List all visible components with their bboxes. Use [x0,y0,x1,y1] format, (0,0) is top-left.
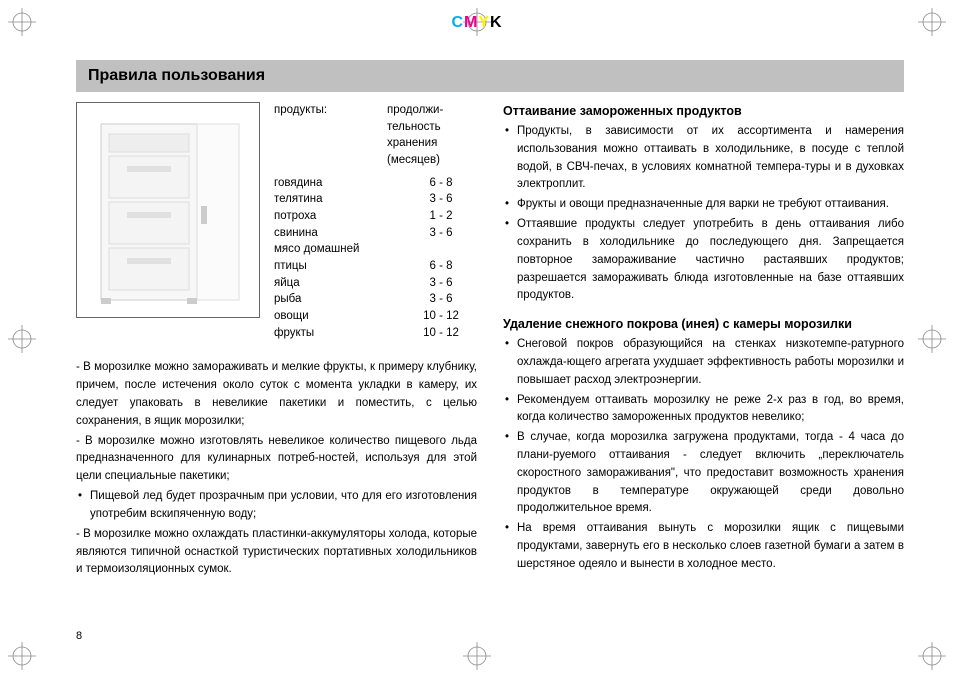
crop-mark-bc [463,642,491,670]
table-cell-months: 3 - 6 [405,291,477,308]
crop-mark-tl [8,8,36,36]
r2-b2: Рекомендуем оттаивать морозилку не реже … [503,392,904,428]
table-header-duration: продолжи- тельность хранения (месяцев) [387,102,477,169]
table-cell-months [405,241,477,258]
right-subhead-2: Удаление снежного покрова (инея) с камер… [503,317,904,331]
cmyk-y: Y [478,14,490,31]
table-row: птицы6 - 8 [274,258,477,275]
table-cell-months: 10 - 12 [405,308,477,325]
table-cell-name: фрукты [274,325,405,342]
table-cell-months: 3 - 6 [405,191,477,208]
table-cell-name: свинина [274,225,405,242]
table-row: потроха1 - 2 [274,208,477,225]
cmyk-k: K [490,14,503,31]
table-row: яйца3 - 6 [274,275,477,292]
column-right: Оттаивание замороженных продуктов Продук… [503,102,904,586]
right-subhead-1: Оттаивание замороженных продуктов [503,104,904,118]
table-row: рыба3 - 6 [274,291,477,308]
table-cell-months: 10 - 12 [405,325,477,342]
r1-b2: Фрукты и овощи предназначенные для варки… [503,196,904,214]
table-cell-months: 6 - 8 [405,258,477,275]
r2-b4: На время оттаивания вынуть с морозилки я… [503,520,904,573]
left-bullet-1: Пищевой лед будет прозрачным при условии… [76,488,477,524]
crop-mark-mr [918,325,946,353]
table-cell-name: рыба [274,291,405,308]
r2-b1: Снеговой покров образующийся на стенках … [503,336,904,389]
table-row: говядина6 - 8 [274,175,477,192]
table-header-products: продукты: [274,102,387,169]
freezer-figure [76,102,260,318]
table-cell-name: потроха [274,208,405,225]
left-p3: - В морозилке можно охлаждать пластинки-… [76,526,477,579]
cmyk-c: C [451,14,464,31]
page-content: Правила пользования [76,60,904,642]
left-p1: - В морозилке можно замораживать и мелки… [76,359,477,430]
table-cell-name: говядина [274,175,405,192]
table-cell-months: 3 - 6 [405,225,477,242]
table-row: фрукты10 - 12 [274,325,477,342]
table-row: мясо домашней [274,241,477,258]
table-cell-months: 6 - 8 [405,175,477,192]
table-cell-name: телятина [274,191,405,208]
table-cell-name: мясо домашней [274,241,405,258]
crop-mark-bl [8,642,36,670]
table-cell-months: 1 - 2 [405,208,477,225]
table-cell-months: 3 - 6 [405,275,477,292]
page-number: 8 [76,630,82,642]
cmyk-label: CMYK [451,14,502,32]
table-row: свинина3 - 6 [274,225,477,242]
section-title: Правила пользования [88,67,892,85]
table-cell-name: овощи [274,308,405,325]
table-cell-name: яйца [274,275,405,292]
r2-b3: В случае, когда морозилка загружена прод… [503,429,904,518]
table-row: телятина3 - 6 [274,191,477,208]
left-body-text: - В морозилке можно замораживать и мелки… [76,359,477,579]
cmyk-m: M [464,14,478,31]
crop-mark-ml [8,325,36,353]
crop-mark-tr [918,8,946,36]
crop-mark-br [918,642,946,670]
table-row: овощи10 - 12 [274,308,477,325]
storage-table: продукты: продолжи- тельность хранения (… [274,102,477,341]
r1-b1: Продукты, в зависимости от их ассортимен… [503,123,904,194]
section-header: Правила пользования [76,60,904,92]
left-p2: - В морозилке можно изготовлять невелико… [76,433,477,486]
column-left: продукты: продолжи- тельность хранения (… [76,102,477,586]
table-cell-name: птицы [274,258,405,275]
r1-b3: Оттаявшие продукты следует употребить в … [503,216,904,305]
